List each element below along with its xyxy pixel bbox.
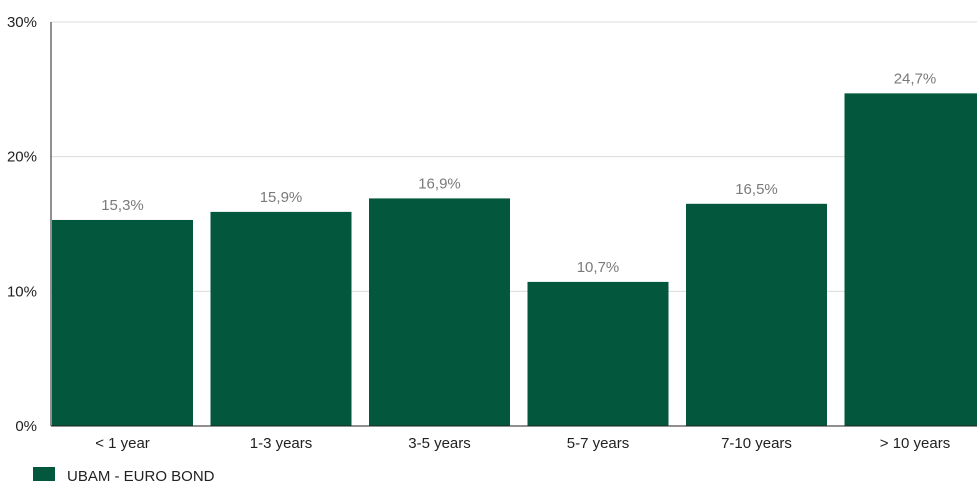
- x-tick-label: < 1 year: [95, 435, 150, 452]
- data-label: 16,5%: [735, 181, 778, 198]
- bar: [52, 219, 193, 426]
- bars: [52, 93, 977, 426]
- axes: [50, 22, 977, 427]
- y-tick-label: 10%: [7, 283, 37, 300]
- bar: [369, 198, 510, 426]
- legend-swatch: [33, 467, 55, 481]
- data-label: 15,3%: [101, 197, 144, 214]
- x-tick-label: 7-10 years: [721, 435, 792, 452]
- y-tick-label: 30%: [7, 14, 37, 31]
- y-tick-label: 20%: [7, 149, 37, 166]
- x-tick-label: 1-3 years: [250, 435, 313, 452]
- legend: UBAM - EURO BOND: [33, 467, 215, 481]
- data-label: 16,9%: [418, 175, 461, 192]
- labels: 0% 10% 20% 30% 15,3% < 1 year 15,9% 1-3 years 16…: [7, 14, 950, 452]
- bar: [686, 203, 827, 426]
- x-tick-label: 3-5 years: [408, 435, 471, 452]
- x-tick-label: 5-7 years: [567, 435, 630, 452]
- data-label: 24,7%: [894, 70, 937, 87]
- data-label: 10,7%: [577, 259, 620, 276]
- bar: [527, 281, 669, 426]
- bar: [844, 93, 977, 426]
- data-label: 15,9%: [260, 189, 303, 206]
- legend-label: UBAM - EURO BOND: [67, 468, 215, 481]
- x-tick-label: > 10 years: [880, 435, 950, 452]
- y-tick-label: 0%: [15, 418, 37, 435]
- bar: [210, 211, 352, 426]
